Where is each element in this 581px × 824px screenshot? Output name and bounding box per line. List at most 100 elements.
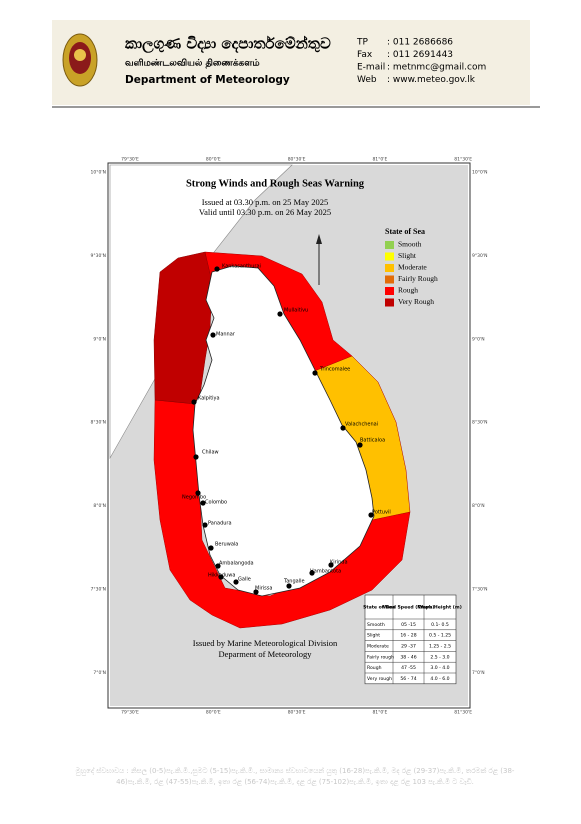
- place-label: Valachchenai: [345, 422, 378, 428]
- legend-swatch: [385, 252, 394, 261]
- issued-by-dept: Deparment of Meteorology: [219, 649, 313, 659]
- lat-label: 9°0'N: [93, 336, 106, 342]
- lat-label: 9°0'N: [472, 336, 485, 342]
- place-label: Panadura: [208, 521, 232, 527]
- lon-label: 79°30'E: [121, 157, 139, 163]
- place-dot: [195, 490, 201, 496]
- contact-label: Web: [357, 75, 377, 85]
- place-label: Hambantota: [310, 569, 341, 575]
- place-label: Mannar: [216, 332, 236, 338]
- issued-by: Issued by Marine Meteorological Division: [193, 638, 338, 648]
- place-label: Galle: [238, 577, 251, 583]
- lat-label: 7°30'N: [91, 587, 106, 593]
- table-cell: Slight: [367, 633, 380, 639]
- place-dot: [312, 370, 318, 376]
- place-dot: [191, 399, 197, 405]
- header-tamil: வளிமண்டலவியல் திணைக்களம்: [125, 58, 260, 69]
- lon-label: 80°0'E: [206, 710, 221, 716]
- legend-title: State of Sea: [385, 227, 425, 236]
- place-label: Ambalangoda: [219, 561, 254, 567]
- table-cell: 05 -15: [401, 622, 416, 628]
- table-header: Wind Speed (Kmph): [383, 605, 435, 611]
- lat-label: 8°30'N: [91, 420, 106, 426]
- table-cell: 4.0 - 6.0: [430, 676, 449, 682]
- island: [192, 265, 375, 597]
- lon-label: 79°30'E: [121, 710, 139, 716]
- emblem: [62, 33, 98, 87]
- north-arrow: [316, 234, 322, 285]
- table-cell: 2.5 - 3.0: [430, 654, 449, 660]
- table-cell: 0.5 - 1.25: [429, 633, 451, 639]
- lat-label: 7°0'N: [93, 670, 106, 676]
- table-cell: 1.25 - 2.5: [429, 644, 451, 650]
- header-band: [52, 20, 530, 105]
- place-label: Negombo: [182, 495, 206, 501]
- place-dot: [200, 500, 206, 506]
- lat-label: 9°30'N: [472, 253, 487, 259]
- lat-label: 7°0'N: [472, 670, 485, 676]
- zone-west-south: [153, 399, 411, 629]
- place-dot: [208, 545, 214, 551]
- table-cell: Smooth: [367, 622, 385, 628]
- table-cell: 16 - 28: [400, 633, 416, 639]
- table-cell: 3.0 - 4.0: [430, 665, 449, 671]
- table-header: State of Sea: [363, 605, 395, 611]
- place-dot: [233, 579, 239, 585]
- legend-label: Very Rough: [398, 297, 434, 306]
- lat-label: 8°0'N: [472, 503, 485, 509]
- lat-label: 7°30'N: [472, 587, 487, 593]
- place-dot: [340, 425, 346, 431]
- place-dot: [218, 574, 224, 580]
- table-cell: Rough: [367, 665, 382, 671]
- place-label: Mirissa: [255, 586, 272, 592]
- legend-label: Slight: [398, 251, 417, 260]
- legend-label: Moderate: [398, 263, 427, 272]
- place-label: Kalpitiya: [198, 396, 220, 402]
- place-dot: [328, 562, 334, 568]
- table-cell: Moderate: [367, 644, 389, 650]
- place-label: Hikkaduwa: [208, 573, 235, 579]
- legend-label: Smooth: [398, 240, 422, 249]
- lon-label: 81°0'E: [372, 710, 387, 716]
- legend-swatch: [385, 275, 394, 284]
- place-label: Kirinda: [330, 560, 348, 566]
- header-english: Department of Meteorology: [125, 74, 290, 86]
- lon-label: 80°30'E: [288, 157, 306, 163]
- contact-label: TP: [356, 38, 368, 48]
- table-cell: Fairly rough: [367, 654, 394, 660]
- place-dot: [210, 332, 216, 338]
- contact-value: : 011 2691443: [387, 50, 453, 60]
- contact-label: E-mail: [357, 63, 385, 73]
- legend-label: Rough: [398, 286, 418, 295]
- lon-label: 80°30'E: [288, 710, 306, 716]
- lon-label: 81°30'E: [454, 710, 472, 716]
- legend-swatch: [385, 241, 394, 249]
- place-dot: [214, 266, 220, 272]
- contact-value: : www.meteo.gov.lk: [387, 75, 476, 85]
- lat-label: 10°0'N: [472, 170, 487, 176]
- zone-northwest: [153, 251, 213, 405]
- lat-label: 10°0'N: [91, 170, 106, 176]
- place-dot: [368, 512, 374, 518]
- place-dot: [286, 583, 292, 589]
- table-cell: Very rough: [367, 676, 392, 682]
- contact-value: : 011 2686686: [387, 38, 453, 48]
- table-cell: 38 - 46: [400, 654, 416, 660]
- place-label: Colombo: [205, 500, 227, 506]
- place-label: Batticaloa: [360, 438, 385, 444]
- place-label: Chilaw: [202, 450, 219, 456]
- lon-label: 81°0'E: [372, 157, 387, 163]
- lat-label: 8°30'N: [472, 420, 487, 426]
- contact-value: : metnmc@gmail.com: [387, 63, 486, 73]
- place-dot: [253, 589, 259, 595]
- lat-label: 9°30'N: [91, 253, 106, 259]
- place-dot: [357, 442, 363, 448]
- table-cell: 56 - 74: [400, 676, 416, 682]
- legend-label: Fairly Rough: [398, 274, 438, 283]
- lon-label: 81°30'E: [454, 157, 472, 163]
- place-label: Trincomalee: [319, 367, 350, 373]
- lon-label: 80°0'E: [206, 157, 221, 163]
- place-label: Pottuvil: [372, 510, 391, 516]
- header-sinhala: කාලගුණ විද්‍යා දෙපාර්තමේන්තුව: [125, 34, 331, 53]
